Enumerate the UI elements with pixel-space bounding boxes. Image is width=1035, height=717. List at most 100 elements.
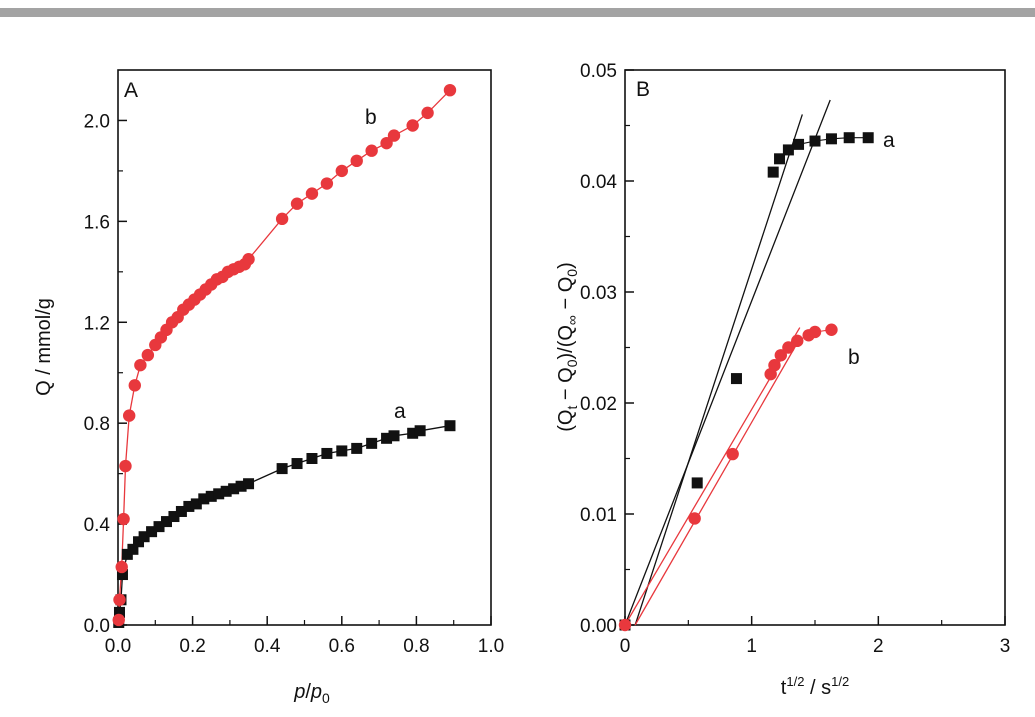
panel-b-point-a [809, 135, 821, 147]
panel-a-xlabel-sub: 0 [322, 690, 330, 706]
panel-a-point-b [275, 212, 289, 226]
panel-a-point-a [407, 427, 419, 439]
panel-b-ylabel-p1: (Q [555, 410, 577, 432]
panel-a-x-tick-label: 0.0 [105, 636, 131, 657]
panel-a-point-a [133, 536, 145, 548]
panel-a-point-a [276, 463, 288, 475]
panel-a-point-a [336, 445, 348, 457]
panel-a-point-a [351, 442, 363, 454]
panel-b-xlabel-sup1: 1/2 [786, 674, 804, 689]
panel-b-point-b [768, 359, 781, 372]
panel-a-point-a [160, 516, 172, 528]
panel-a-x-tick-label: 0.4 [254, 636, 281, 657]
panel-b-y-axis-label: (Qt − Q0)/(Q∞ − Q0) [555, 262, 580, 432]
panel-a-point-b [117, 512, 130, 526]
panel-a-point-a [414, 425, 426, 437]
panel-a-point-a [127, 543, 139, 555]
panel-a-point-a [366, 437, 378, 449]
panel-b-ylabel-p4: − Q [555, 277, 577, 315]
panel-a-point-a [220, 485, 232, 497]
panel-b-point-a [691, 477, 703, 489]
panel-a-y-tick-label: 0.0 [84, 616, 110, 637]
panel-b-point-a [730, 373, 742, 385]
panel-a-point-a [235, 480, 247, 492]
panel-b-letter: B [636, 78, 650, 101]
panel-a-y-tick-label: 1.6 [84, 212, 110, 233]
panel-a-x-tick-label: 0.8 [403, 636, 429, 657]
panel-a-point-b [290, 197, 304, 210]
panel-a-y-tick-label: 1.2 [84, 313, 110, 334]
panel-b-xlabel-sup2: 1/2 [831, 674, 849, 689]
panel-b-fit-line [634, 114, 803, 626]
panel-a-point-a [228, 483, 240, 495]
panel-a-point-b [112, 613, 125, 627]
panel-b-point-b [791, 334, 804, 348]
panel-b-point-a [767, 166, 779, 178]
panel-a-point-a [138, 531, 150, 543]
panel-a: 0.0 0.2 0.4 0.6 0.8 1.0 0.0 0.4 0.8 1.2 1.6 2.0 A b… [33, 69, 505, 706]
panel-b-series-label-b: b [848, 346, 860, 369]
panel-a-series-label-a: a [394, 400, 406, 423]
panel-b-point-a [774, 153, 786, 165]
panel-b-x-tick-label: 3 [1000, 636, 1011, 657]
panel-a-point-a [388, 430, 400, 442]
panel-b-markers [618, 132, 874, 632]
panel-b-point-b [825, 323, 838, 336]
panel-a-xlabel-p: p [293, 681, 305, 703]
panel-a-x-axis-label: p/p0 [293, 681, 330, 706]
panel-b-point-a [793, 138, 805, 150]
panel-a-y-tick-label: 0.8 [84, 414, 110, 435]
panel-a-point-b [141, 348, 155, 362]
panel-a-point-a [121, 548, 133, 560]
panel-b-ticks: 0 1 2 3 0.00 0.01 0.02 0.03 0.04 0.05 [580, 61, 1010, 657]
panel-a-xlabel-slash: / [305, 681, 311, 703]
panel-b-y-tick-label: 0.04 [580, 172, 617, 193]
panel-b-ylabel-s4: 0 [564, 269, 580, 277]
panel-a-point-a [306, 453, 318, 464]
panel-a-point-a [198, 493, 210, 505]
panel-a-point-b [443, 83, 457, 97]
panel-a-y-axis-label: Q / mmol/g [33, 298, 55, 396]
panel-a-x-tick-label: 0.2 [179, 636, 205, 657]
panel-b-x-tick-label: 1 [746, 636, 757, 657]
panel-a-x-tick-label: 1.0 [478, 636, 504, 657]
panel-b-point-a [825, 133, 837, 145]
panel-a-x-tick-label: 0.6 [329, 636, 355, 657]
panel-b: 0 1 2 3 0.00 0.01 0.02 0.03 0.04 0.05 B a b t1/2 … [555, 61, 1010, 699]
panel-b-point-b [726, 447, 739, 461]
panel-a-point-b [134, 358, 147, 372]
panel-a-point-b [242, 253, 255, 266]
panel-b-y-tick-label: 0.01 [580, 505, 617, 526]
panel-b-x-axis-label: t1/2 / s1/2 [781, 674, 849, 699]
panel-a-point-a [146, 526, 158, 538]
panel-a-point-b [421, 106, 434, 120]
panel-a-point-a [168, 511, 180, 523]
panel-a-point-b [119, 459, 132, 473]
panel-b-fit-line [634, 338, 801, 626]
panel-a-point-b [305, 187, 319, 200]
panel-a-ticks: 0.0 0.2 0.4 0.6 0.8 1.0 0.0 0.4 0.8 1.2 1.6 2.0 [84, 111, 505, 657]
panel-a-point-b [350, 154, 363, 168]
panel-a-series-lines [118, 89, 451, 623]
panel-b-ylabel-p2: − Q [555, 367, 577, 405]
panel-b-xlabel-mid: / s [804, 677, 831, 699]
panel-a-point-b [406, 119, 419, 132]
panel-a-point-b [335, 164, 348, 178]
panel-a-point-a [243, 478, 255, 490]
panel-b-y-tick-label: 0.02 [580, 394, 617, 415]
panel-b-y-tick-label: 0.05 [580, 61, 617, 82]
panel-a-frame [117, 69, 492, 626]
panel-a-point-b [365, 144, 378, 157]
panel-a-point-a [113, 606, 125, 618]
top-divider-bar [0, 8, 1035, 17]
panel-a-point-a [381, 432, 393, 444]
panel-b-fit-lines [624, 99, 869, 626]
panel-a-point-a [213, 488, 225, 500]
panel-a-point-a [444, 420, 456, 432]
panel-b-point-b [782, 341, 795, 354]
panel-a-point-b [115, 560, 128, 574]
panel-a-point-b [320, 177, 334, 190]
panel-a-point-a [116, 569, 128, 581]
panel-a-xlabel-p-den: p [310, 681, 322, 703]
